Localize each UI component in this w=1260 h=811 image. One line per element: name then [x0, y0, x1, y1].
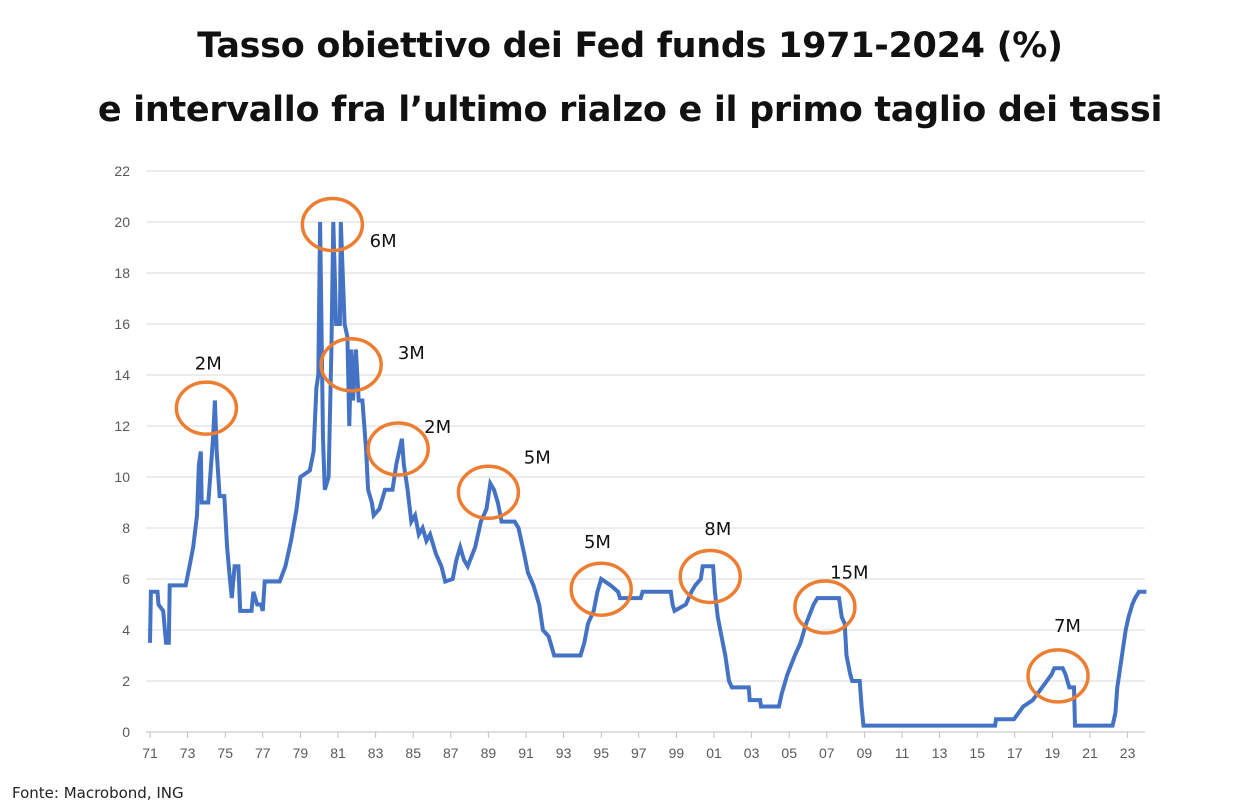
x-tick-label: 83 — [368, 745, 384, 761]
x-tick-label: 13 — [932, 745, 948, 761]
annotation-circle — [793, 579, 857, 635]
x-tick-label: 17 — [1007, 745, 1023, 761]
x-tick-label: 89 — [481, 745, 497, 761]
annotation-label: 2M — [424, 417, 451, 438]
x-tick-label: 21 — [1082, 745, 1098, 761]
y-tick-label: 18 — [114, 265, 130, 281]
annotation-label: 5M — [584, 532, 611, 553]
x-tick-label: 77 — [255, 745, 271, 761]
x-tick-label: 93 — [556, 745, 572, 761]
x-tick-label: 05 — [781, 745, 797, 761]
x-tick-label: 97 — [631, 745, 647, 761]
annotation-circle — [456, 464, 521, 521]
x-tick-label: 87 — [443, 745, 459, 761]
source-note: Fonte: Macrobond, ING — [12, 784, 184, 802]
fed-funds-rate-line — [148, 221, 1147, 728]
x-tick-label: 09 — [857, 745, 873, 761]
chart-title-line1: Tasso obiettivo dei Fed funds 1971-2024 … — [197, 26, 1063, 66]
annotation-label: 7M — [1054, 616, 1081, 637]
x-tick-label: 23 — [1120, 745, 1136, 761]
y-tick-label: 12 — [114, 418, 130, 434]
annotation-label: 2M — [195, 353, 222, 374]
x-tick-label: 81 — [330, 745, 346, 761]
y-tick-label: 22 — [114, 163, 130, 179]
annotation-label: 5M — [524, 448, 551, 469]
annotation-label: 15M — [830, 562, 868, 583]
x-tick-label: 99 — [669, 745, 685, 761]
y-tick-label: 2 — [122, 673, 130, 689]
annotation-circle — [1026, 648, 1090, 704]
annotation-label: 8M — [704, 519, 731, 540]
y-tick-label: 10 — [114, 469, 130, 485]
x-tick-label: 79 — [293, 745, 309, 761]
x-tick-label: 95 — [593, 745, 609, 761]
x-tick-label: 75 — [217, 745, 233, 761]
y-tick-label: 20 — [114, 214, 130, 230]
y-tick-label: 14 — [114, 367, 130, 383]
x-tick-label: 91 — [518, 745, 534, 761]
x-tick-label: 73 — [180, 745, 196, 761]
annotation-label: 3M — [398, 343, 425, 364]
x-tick-label: 71 — [142, 745, 158, 761]
x-tick-label: 03 — [744, 745, 760, 761]
y-tick-label: 16 — [114, 316, 130, 332]
annotation-circle — [569, 561, 633, 617]
annotation-circle — [678, 548, 742, 605]
y-tick-label: 0 — [122, 724, 130, 740]
x-tick-label: 07 — [819, 745, 835, 761]
x-tick-label: 15 — [969, 745, 985, 761]
annotation-circle — [319, 337, 383, 393]
x-tick-label: 85 — [405, 745, 421, 761]
y-tick-label: 6 — [122, 571, 130, 587]
y-tick-label: 4 — [122, 622, 130, 638]
chart-title-line2: e intervallo fra l’ultimo rialzo e il pr… — [97, 90, 1163, 130]
x-tick-label: 01 — [706, 745, 722, 761]
annotation-circle — [366, 421, 430, 477]
y-tick-label: 8 — [122, 520, 130, 536]
annotation-circle — [300, 196, 365, 253]
x-tick-label: 11 — [895, 745, 910, 761]
annotation-label: 6M — [370, 231, 397, 252]
x-tick-label: 19 — [1045, 745, 1061, 761]
annotation-circle — [174, 380, 239, 436]
